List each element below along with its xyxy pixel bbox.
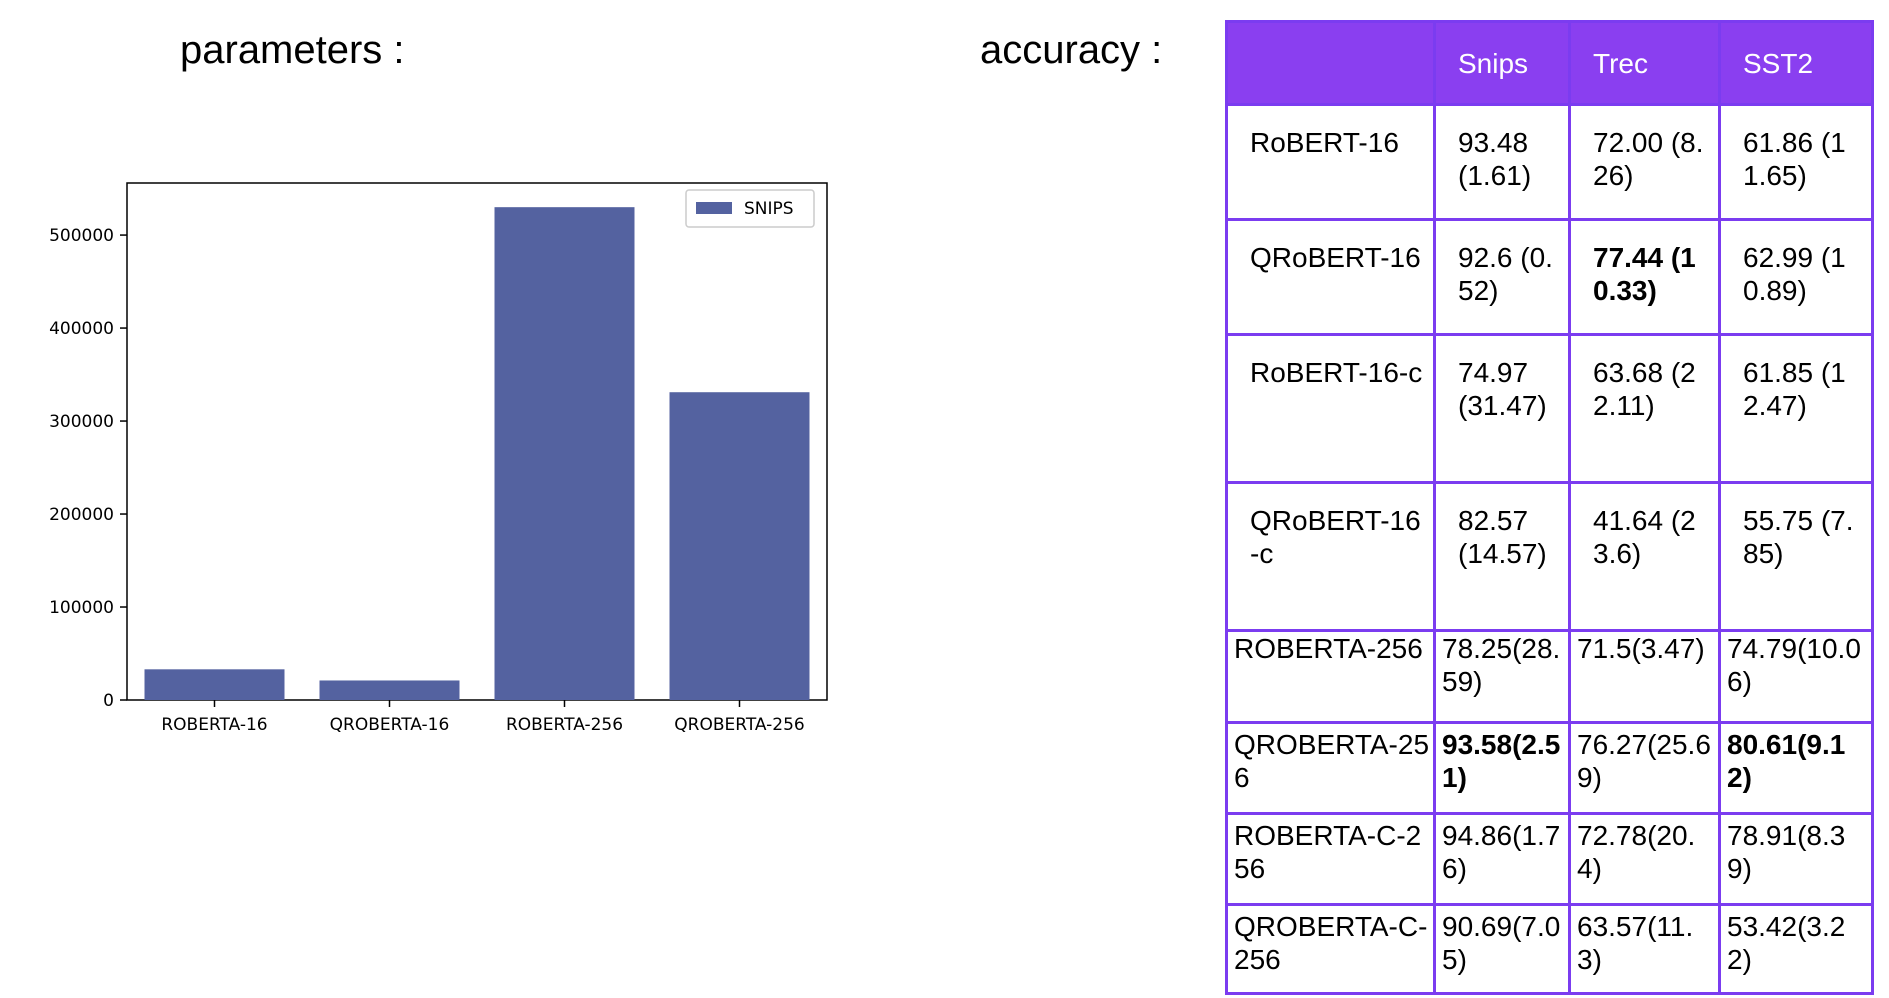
- cell-sst2: 74.79(10.06): [1718, 629, 1874, 724]
- parameters-heading: parameters :: [180, 28, 405, 72]
- table-row: QROBERTA-C-256 90.69(7.05) 63.57(11.3) 5…: [1225, 903, 1874, 995]
- table-row: ROBERTA-256 78.25(28.59) 71.5(3.47) 74.7…: [1225, 629, 1874, 724]
- parameters-bar-chart: 0 100000 200000 300000 400000 500000 ROBERTA-…: [49, 182, 828, 735]
- table-header-trec: Trec: [1568, 20, 1721, 106]
- cell-snips: 92.6 (0.52): [1433, 218, 1571, 336]
- cell-trec: 72.78(20.4): [1568, 812, 1721, 906]
- y-axis-ticks: 0 100000 200000 300000 400000 500000: [49, 226, 127, 711]
- cell-snips: 78.25(28.59): [1433, 629, 1571, 724]
- x-tick-label: ROBERTA-256: [506, 715, 623, 735]
- bar: [319, 680, 460, 700]
- y-tick-label: 100000: [49, 598, 114, 618]
- cell-sst2: 61.85 (12.47): [1718, 333, 1874, 484]
- x-axis-ticks: ROBERTA-16 QROBERTA-16 ROBERTA-256 QROBERTA…: [161, 700, 805, 735]
- bar: [144, 669, 285, 700]
- row-name: ROBERTA-256: [1225, 629, 1436, 724]
- row-name: RoBERT-16: [1225, 103, 1436, 221]
- x-tick-label: QROBERTA-16: [330, 715, 450, 735]
- y-tick-label: 0: [103, 691, 114, 711]
- row-name: ROBERTA-C-256: [1225, 812, 1436, 906]
- cell-sst2: 78.91(8.39): [1718, 812, 1874, 906]
- row-name: QRoBERT-16-c: [1225, 481, 1436, 632]
- y-tick-label: 400000: [49, 319, 114, 339]
- row-name: QROBERTA-256: [1225, 721, 1436, 815]
- cell-trec: 63.68 (22.11): [1568, 333, 1721, 484]
- cell-trec: 72.00 (8.26): [1568, 103, 1721, 221]
- row-name: RoBERT-16-c: [1225, 333, 1436, 484]
- row-name: QRoBERT-16: [1225, 218, 1436, 336]
- cell-trec: 41.64 (23.6): [1568, 481, 1721, 632]
- x-tick-label: ROBERTA-16: [161, 715, 267, 735]
- table-header-snips: Snips: [1433, 20, 1571, 106]
- accuracy-table: Snips Trec SST2 RoBERT-16 93.48 (1.61) 7…: [1225, 20, 1874, 995]
- cell-snips: 93.48 (1.61): [1433, 103, 1571, 221]
- cell-snips: 74.97 (31.47): [1433, 333, 1571, 484]
- legend-box: [685, 189, 815, 228]
- cell-trec: 71.5(3.47): [1568, 629, 1721, 724]
- table-row: QRoBERT-16 92.6 (0.52) 77.44 (10.33) 62.…: [1225, 218, 1874, 336]
- cell-snips: 90.69(7.05): [1433, 903, 1571, 995]
- cell-sst2: 55.75 (7.85): [1718, 481, 1874, 632]
- legend-swatch-snips: [696, 202, 732, 214]
- y-tick-label: 300000: [49, 412, 114, 432]
- legend-label-snips: SNIPS: [744, 199, 794, 219]
- cell-sst2: 61.86 (11.65): [1718, 103, 1874, 221]
- cell-snips: 94.86(1.76): [1433, 812, 1571, 906]
- bar: [669, 392, 810, 700]
- cell-trec: 63.57(11.3): [1568, 903, 1721, 995]
- legend: SNIPS: [685, 189, 815, 228]
- bars: [144, 207, 810, 700]
- table-header-corner: [1225, 20, 1436, 106]
- cell-sst2: 53.42(3.22): [1718, 903, 1874, 995]
- cell-snips: 82.57 (14.57): [1433, 481, 1571, 632]
- table-row: ROBERTA-C-256 94.86(1.76) 72.78(20.4) 78…: [1225, 812, 1874, 906]
- plot-frame: [126, 182, 828, 701]
- y-tick-label: 200000: [49, 505, 114, 525]
- cell-sst2: 62.99 (10.89): [1718, 218, 1874, 336]
- cell-trec-highlight: 77.44 (10.33): [1568, 218, 1721, 336]
- table-header-sst2: SST2: [1718, 20, 1874, 106]
- accuracy-heading: accuracy :: [980, 28, 1163, 72]
- cell-snips-highlight: 93.58(2.51): [1433, 721, 1571, 815]
- table-row: RoBERT-16 93.48 (1.61) 72.00 (8.26) 61.8…: [1225, 103, 1874, 221]
- table-row: RoBERT-16-c 74.97 (31.47) 63.68 (22.11) …: [1225, 333, 1874, 484]
- row-name: QROBERTA-C-256: [1225, 903, 1436, 995]
- table-row: QROBERTA-256 93.58(2.51) 76.27(25.69) 80…: [1225, 721, 1874, 815]
- cell-sst2-highlight: 80.61(9.12): [1718, 721, 1874, 815]
- cell-trec: 76.27(25.69): [1568, 721, 1721, 815]
- y-tick-label: 500000: [49, 226, 114, 246]
- bar: [494, 207, 635, 700]
- x-tick-label: QROBERTA-256: [674, 715, 804, 735]
- table-header-row: Snips Trec SST2: [1225, 20, 1874, 106]
- table-row: QRoBERT-16-c 82.57 (14.57) 41.64 (23.6) …: [1225, 481, 1874, 632]
